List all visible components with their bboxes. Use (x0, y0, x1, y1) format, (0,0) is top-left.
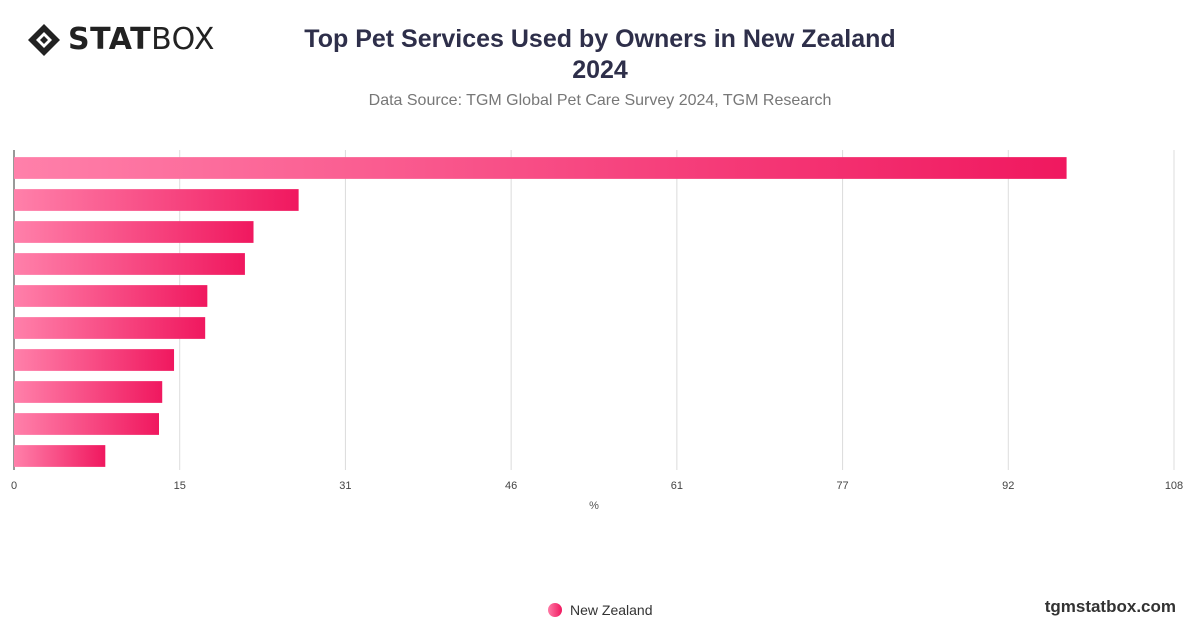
bar[interactable] (14, 381, 163, 403)
bar[interactable] (14, 413, 159, 435)
diamond-logo-icon (28, 24, 60, 56)
bar[interactable] (14, 221, 254, 243)
chart-title-year: 2024 (572, 56, 628, 84)
x-tick-label: 0 (11, 480, 17, 492)
x-tick-label: 92 (1002, 480, 1014, 492)
x-axis-label: % (589, 500, 599, 512)
chart-title-main: Top Pet Services Used by Owners in New Z… (304, 25, 896, 53)
bar[interactable] (14, 189, 299, 211)
chart-title: Top Pet Services Used by Owners in New Z… (250, 24, 950, 86)
site-url[interactable]: tgmstatbox.com (1044, 597, 1176, 616)
x-tick-label: 46 (505, 480, 517, 492)
x-tick-label: 77 (836, 480, 848, 492)
x-tick-label: 61 (671, 480, 683, 492)
legend-label: New Zealand (570, 602, 653, 618)
legend-marker (548, 603, 562, 617)
x-tick-label: 108 (1165, 480, 1183, 492)
bar[interactable] (14, 285, 208, 307)
logo-text: STATBOX (68, 22, 215, 57)
bar[interactable] (14, 317, 206, 339)
x-tick-label: 15 (174, 480, 186, 492)
chart-subtitle: Data Source: TGM Global Pet Care Survey … (368, 92, 832, 109)
bar[interactable] (14, 445, 106, 467)
x-tick-label: 31 (339, 480, 351, 492)
statbox-logo: STATBOX (26, 22, 215, 58)
bar[interactable] (14, 253, 245, 275)
legend[interactable]: New Zealand (548, 602, 653, 618)
bar[interactable] (14, 349, 175, 371)
bar[interactable] (14, 157, 1067, 179)
